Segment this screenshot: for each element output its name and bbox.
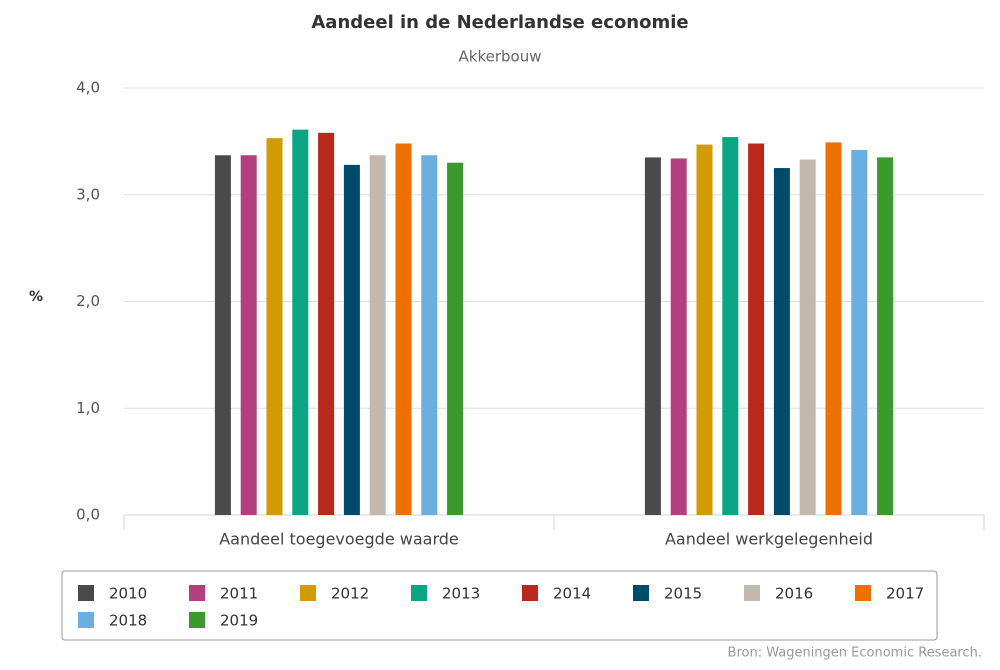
x-tick-label: Aandeel toegevoegde waarde: [219, 530, 459, 549]
legend-label: 2016: [775, 585, 813, 603]
legend-swatch: [189, 585, 205, 601]
legend-swatch: [78, 612, 94, 628]
bar: [799, 159, 816, 515]
bar: [696, 144, 713, 515]
legend-swatch: [522, 585, 538, 601]
bar: [421, 155, 438, 515]
bar: [877, 157, 894, 515]
y-tick-label: 3,0: [76, 185, 100, 203]
legend-label: 2011: [220, 585, 258, 603]
legend-swatch: [300, 585, 316, 601]
chart-title: Aandeel in de Nederlandse economie: [311, 12, 688, 33]
legend-label: 2013: [442, 585, 480, 603]
bar: [773, 168, 790, 515]
bar: [318, 132, 335, 515]
legend-label: 2012: [331, 585, 369, 603]
legend-swatch: [78, 585, 94, 601]
legend-swatch: [744, 585, 760, 601]
bar: [722, 137, 739, 516]
legend-label: 2019: [220, 612, 258, 630]
bar: [266, 138, 283, 516]
bar: [343, 164, 360, 516]
bar: [748, 143, 765, 515]
bar: [395, 143, 412, 515]
legend-label: 2018: [109, 612, 147, 630]
bar: [644, 157, 661, 515]
bar: [670, 158, 687, 515]
y-tick-label: 4,0: [76, 79, 100, 97]
legend-box: [61, 570, 938, 641]
bar: [240, 155, 257, 515]
legend-swatch: [855, 585, 871, 601]
legend-label: 2017: [886, 585, 924, 603]
y-tick-label: 2,0: [76, 292, 100, 310]
bar: [447, 162, 464, 515]
legend-label: 2014: [553, 585, 591, 603]
legend-label: 2015: [664, 585, 702, 603]
bar: [292, 129, 309, 515]
chart-subtitle: Akkerbouw: [459, 48, 542, 66]
bar: [369, 155, 386, 515]
legend-swatch: [189, 612, 205, 628]
bar: [851, 149, 868, 516]
source: Bron: Wageningen Economic Research.: [728, 646, 982, 661]
legend-swatch: [633, 585, 649, 601]
x-tick-label: Aandeel werkgelegenheid: [665, 530, 873, 549]
legend-swatch: [411, 585, 427, 601]
y-axis-label: %: [29, 289, 43, 305]
y-tick-label: 1,0: [76, 399, 100, 417]
bar: [214, 155, 231, 515]
bar: [825, 142, 842, 515]
legend-label: 2010: [109, 585, 147, 603]
y-tick-label: 0,0: [76, 506, 100, 524]
